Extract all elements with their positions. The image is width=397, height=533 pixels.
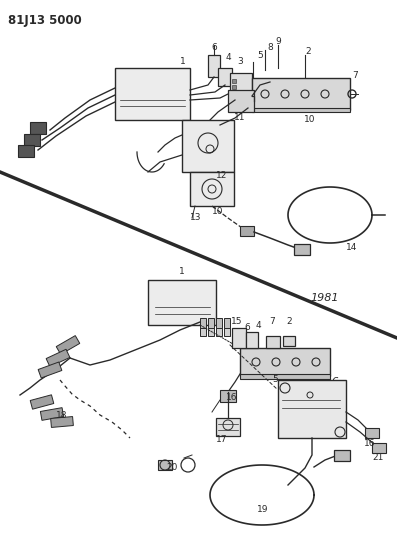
Bar: [240, 374, 330, 379]
Text: 2: 2: [305, 47, 311, 56]
Bar: [218, 68, 232, 86]
Text: 7: 7: [269, 318, 275, 327]
Polygon shape: [40, 408, 64, 421]
Bar: [190, 172, 234, 206]
Text: 4: 4: [225, 53, 231, 62]
Bar: [240, 226, 254, 236]
Text: 1982-86: 1982-86: [292, 377, 339, 387]
Bar: [200, 318, 206, 328]
Text: 13: 13: [190, 213, 202, 222]
Text: 15: 15: [231, 318, 243, 327]
Text: 16: 16: [364, 440, 376, 448]
Text: 10: 10: [304, 116, 316, 125]
Text: 1: 1: [180, 58, 186, 67]
Bar: [278, 380, 346, 438]
Bar: [334, 450, 350, 461]
Bar: [216, 318, 222, 328]
Bar: [208, 55, 220, 77]
Bar: [216, 328, 222, 336]
Bar: [252, 108, 350, 112]
Text: 14: 14: [346, 244, 358, 253]
Text: 12: 12: [216, 171, 228, 180]
Bar: [148, 280, 216, 325]
Text: 5: 5: [257, 51, 263, 60]
Bar: [228, 90, 254, 112]
Text: 4: 4: [255, 321, 261, 330]
Bar: [230, 73, 252, 101]
Text: 11: 11: [234, 114, 246, 123]
Text: 20: 20: [166, 464, 178, 472]
Text: 9: 9: [275, 37, 281, 46]
Text: 5: 5: [272, 376, 278, 384]
Text: 16: 16: [226, 392, 238, 401]
Bar: [266, 336, 280, 348]
Bar: [24, 134, 40, 146]
Text: 6: 6: [244, 324, 250, 333]
Bar: [220, 390, 236, 402]
Text: 2: 2: [286, 318, 292, 327]
Polygon shape: [30, 395, 54, 409]
Polygon shape: [56, 336, 80, 354]
Bar: [224, 318, 230, 328]
Text: 17: 17: [216, 435, 228, 445]
Bar: [30, 122, 46, 134]
Text: 81J13 5000: 81J13 5000: [8, 14, 82, 27]
Bar: [18, 145, 34, 157]
Polygon shape: [46, 349, 70, 367]
Bar: [232, 91, 236, 95]
Bar: [208, 318, 214, 328]
Text: 10: 10: [212, 207, 224, 216]
Text: 21: 21: [372, 454, 384, 463]
Bar: [232, 79, 236, 83]
Text: 8: 8: [267, 44, 273, 52]
Text: 18: 18: [56, 410, 68, 419]
Bar: [158, 460, 172, 470]
Bar: [252, 78, 350, 110]
Bar: [283, 336, 295, 346]
Text: 7: 7: [352, 70, 358, 79]
Bar: [216, 418, 240, 436]
Bar: [200, 328, 206, 336]
Text: 1981: 1981: [310, 293, 339, 303]
Bar: [232, 328, 246, 348]
Polygon shape: [38, 362, 62, 378]
Bar: [115, 68, 190, 120]
Text: 19: 19: [257, 505, 269, 514]
Bar: [182, 120, 234, 172]
Bar: [365, 428, 379, 438]
Bar: [232, 85, 236, 89]
Bar: [246, 332, 258, 348]
Bar: [224, 328, 230, 336]
Text: 6: 6: [211, 43, 217, 52]
Polygon shape: [51, 417, 73, 427]
Bar: [372, 443, 386, 453]
Text: 3: 3: [237, 58, 243, 67]
Text: 1: 1: [179, 268, 185, 277]
Bar: [294, 244, 310, 255]
Bar: [208, 328, 214, 336]
Bar: [240, 348, 330, 376]
